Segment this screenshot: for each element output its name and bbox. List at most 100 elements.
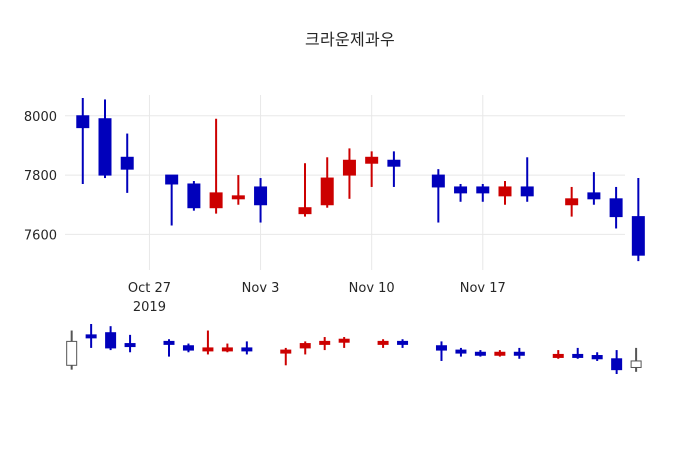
- candlestick: [565, 186, 579, 217]
- candlestick: [165, 174, 179, 226]
- candle-body: [165, 174, 179, 185]
- x-axis-tick-label: 2019: [133, 300, 166, 315]
- thumbnail-candlestick: [85, 324, 97, 348]
- candle-body: [209, 192, 223, 209]
- y-axis-tick-label: 7800: [24, 169, 57, 184]
- candle-body: [254, 186, 268, 206]
- thumbnail-candlestick: [494, 350, 506, 357]
- candle-body: [187, 183, 201, 209]
- candle-body: [365, 156, 379, 164]
- candlestick: [342, 148, 356, 199]
- candlestick: [98, 99, 112, 179]
- candlestick: [298, 163, 312, 217]
- thumbnail-candlestick: [221, 343, 233, 353]
- candle-body: [572, 353, 584, 358]
- candlestick: [631, 178, 645, 262]
- candle-body: [455, 349, 467, 354]
- y-axis-tick-label: 7600: [24, 228, 57, 243]
- thumbnail-candlestick: [591, 352, 603, 361]
- candle-body: [498, 186, 512, 197]
- candlestick: [254, 178, 268, 223]
- candlestick: [587, 172, 601, 205]
- candle-body: [98, 118, 112, 176]
- candle-body: [397, 340, 409, 345]
- thumbnail-candlestick: [182, 343, 194, 353]
- candle-body: [587, 192, 601, 200]
- y-axis-tick-label: 8000: [24, 110, 57, 125]
- candle-body: [120, 156, 134, 170]
- candle-body: [182, 345, 194, 351]
- candle-body: [319, 340, 331, 345]
- candlestick: [120, 133, 134, 193]
- candle-body: [494, 351, 506, 356]
- y-axis-ticks: 7600 7800 8000: [24, 110, 57, 244]
- thumbnail-candlestick-series: [66, 324, 642, 374]
- candlestick: [476, 183, 490, 202]
- thumbnail-candlestick: [474, 350, 486, 357]
- x-axis-tick-label: Oct 27: [128, 281, 171, 296]
- candle-body: [609, 198, 623, 218]
- candle-body: [631, 216, 645, 256]
- thumbnail-candlestick: [611, 350, 623, 374]
- x-axis-tick-label: Nov 10: [349, 281, 395, 296]
- candle-body: [105, 332, 117, 349]
- candle-body: [280, 349, 292, 354]
- candle-body: [474, 351, 486, 356]
- candlestick: [320, 157, 334, 208]
- candle-body: [431, 174, 445, 188]
- candle-body: [66, 340, 78, 366]
- candle-body: [76, 115, 90, 129]
- candle-body: [85, 334, 97, 339]
- candlestick: [454, 183, 468, 202]
- candle-body: [611, 358, 623, 371]
- chart-title: 크라운제과우: [304, 30, 396, 49]
- x-axis-ticks: Oct 27 2019 Nov 3 Nov 10 Nov 17: [128, 281, 506, 315]
- gridlines: [65, 95, 625, 270]
- thumbnail-candlestick: [338, 337, 350, 348]
- thumbnail-candlestick: [241, 341, 253, 355]
- candle-body: [163, 340, 175, 345]
- thumbnail-candlestick: [163, 339, 175, 357]
- thumbnail-candlestick: [105, 326, 117, 351]
- candle-body: [435, 345, 447, 351]
- x-axis-tick-label: Nov 3: [242, 281, 280, 296]
- candle-body: [591, 355, 603, 360]
- main-candlestick-series: [76, 97, 645, 262]
- thumbnail-candlestick: [455, 347, 467, 357]
- thumbnail-candlestick: [572, 347, 584, 359]
- candle-body: [299, 343, 311, 349]
- candlestick: [387, 151, 401, 187]
- thumbnail-candlestick: [630, 347, 642, 372]
- candlestick: [609, 186, 623, 229]
- thumbnail-candlestick: [513, 347, 525, 359]
- candle-body: [241, 347, 253, 352]
- thumbnail-candlestick: [435, 341, 447, 361]
- candle-body: [513, 351, 525, 356]
- candle-body: [630, 360, 642, 368]
- candle-body: [320, 177, 334, 206]
- candle-body: [520, 186, 534, 197]
- candle-body: [124, 343, 136, 348]
- candle-body: [221, 347, 233, 352]
- candlestick: [498, 181, 512, 205]
- candlestick: [187, 181, 201, 211]
- candle-body: [387, 159, 401, 167]
- x-axis-tick-label: Nov 17: [460, 281, 506, 296]
- candle-body: [377, 340, 389, 345]
- candle-body: [342, 159, 356, 176]
- thumbnail-candlestick: [299, 341, 311, 355]
- thumbnail-candlestick: [66, 330, 78, 370]
- thumbnail-candlestick: [319, 337, 331, 351]
- thumbnail-candlestick: [202, 330, 214, 355]
- candlestick: [520, 157, 534, 202]
- candle-body: [565, 198, 579, 206]
- thumbnail-candlestick: [552, 350, 564, 359]
- candle-body: [338, 338, 350, 343]
- candlestick: [209, 118, 223, 214]
- candlestick: [365, 151, 379, 187]
- candle-body: [298, 207, 312, 215]
- candle-body: [202, 347, 214, 352]
- candle-body: [476, 186, 490, 194]
- thumbnail-candlestick: [377, 339, 389, 348]
